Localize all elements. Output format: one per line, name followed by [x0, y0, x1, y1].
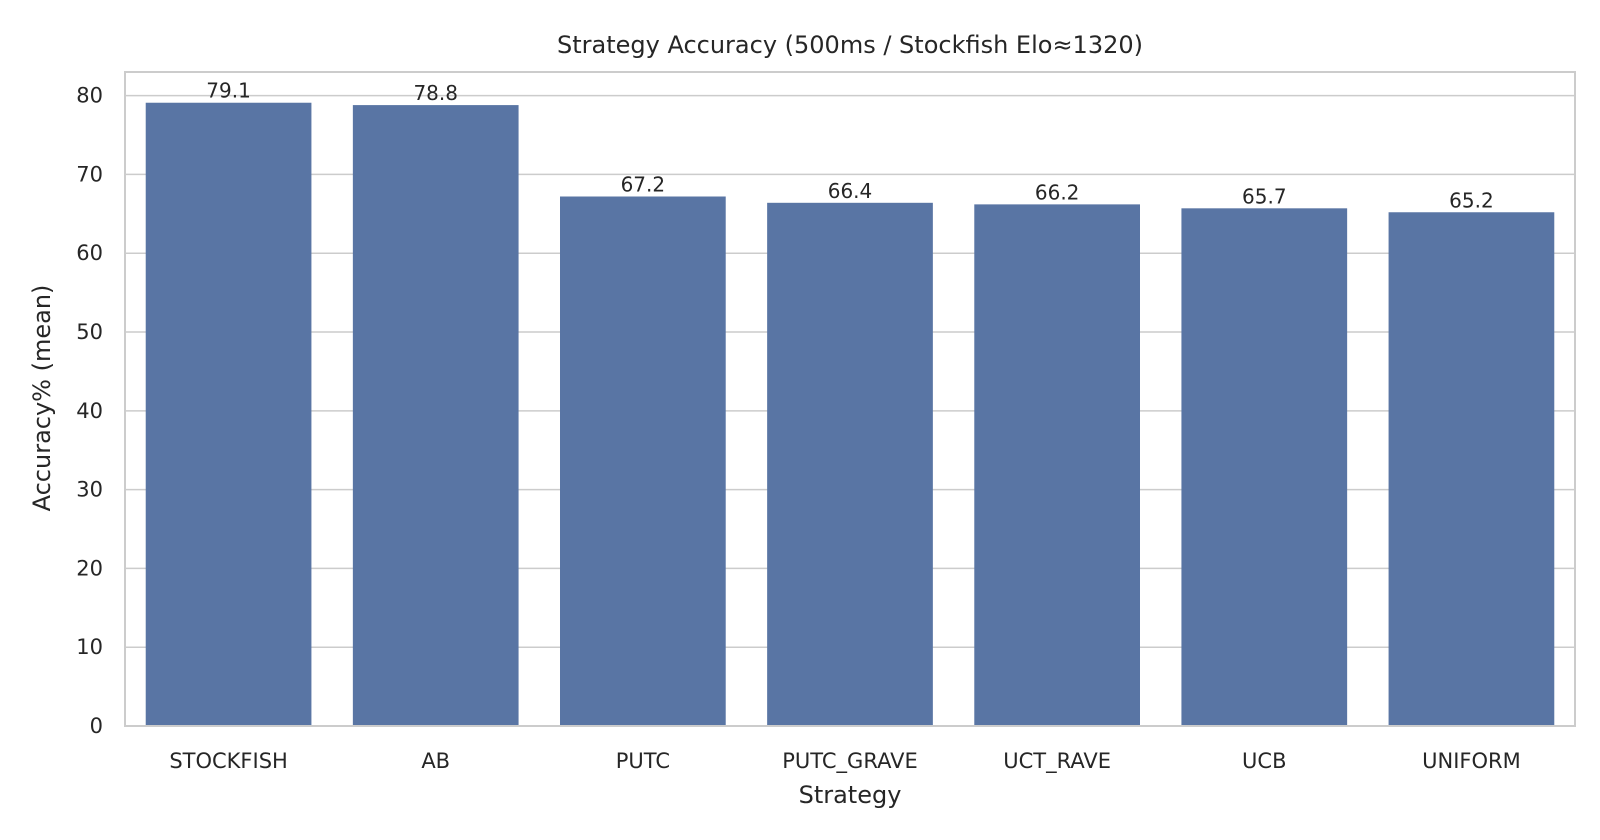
x-tick-label: PUTC	[616, 749, 670, 773]
y-tick-label: 50	[76, 320, 103, 344]
bar-value-label: 65.7	[1242, 184, 1287, 208]
chart-title: Strategy Accuracy (500ms / Stockfish Elo…	[557, 31, 1143, 59]
bar-value-label: 67.2	[621, 172, 666, 196]
y-axis-label: Accuracy% (mean)	[28, 285, 56, 512]
x-tick-labels: STOCKFISH AB PUTC PUTC_GRAVE UCT_RAVE UCB UNIF…	[169, 749, 1520, 774]
x-tick-label: UCB	[1242, 749, 1286, 773]
x-tick-label: AB	[421, 749, 450, 773]
y-tick-label: 30	[76, 478, 103, 502]
plot-frame	[124, 71, 1576, 727]
bar-uniform	[1388, 212, 1555, 726]
bar-uct-rave	[974, 204, 1140, 726]
bars	[145, 102, 1555, 727]
y-tick-label: 0	[90, 714, 103, 738]
bar-value-labels: 79.1 78.8 67.2 66.4 66.2 65.7 65.2	[206, 79, 1493, 213]
bar-value-label: 66.4	[828, 179, 873, 203]
y-tick-label: 60	[76, 241, 103, 265]
bar-stockfish	[145, 102, 312, 727]
y-tick-label: 40	[76, 399, 103, 423]
bar-value-label: 66.2	[1035, 180, 1080, 204]
bar-value-label: 79.1	[206, 79, 251, 103]
x-axis-label: Strategy	[799, 781, 902, 809]
x-tick-label: STOCKFISH	[169, 749, 288, 773]
bar-ucb	[1181, 208, 1348, 726]
bar-value-label: 65.2	[1449, 188, 1494, 212]
x-tick-label: UNIFORM	[1422, 749, 1521, 773]
y-tick-label: 70	[76, 162, 103, 186]
y-tick-labels: 0 10 20 30 40 50 60 70 80	[76, 84, 103, 738]
bar-putc	[560, 196, 726, 726]
bar-value-label: 78.8	[413, 81, 458, 105]
x-tick-label: UCT_RAVE	[1003, 749, 1111, 774]
bar-ab	[352, 105, 519, 726]
x-tick-label: PUTC_GRAVE	[782, 749, 917, 774]
bar-putc-grave	[767, 202, 933, 727]
y-tick-label: 80	[76, 84, 103, 108]
y-tick-label: 10	[76, 635, 103, 659]
y-tick-label: 20	[76, 556, 103, 580]
